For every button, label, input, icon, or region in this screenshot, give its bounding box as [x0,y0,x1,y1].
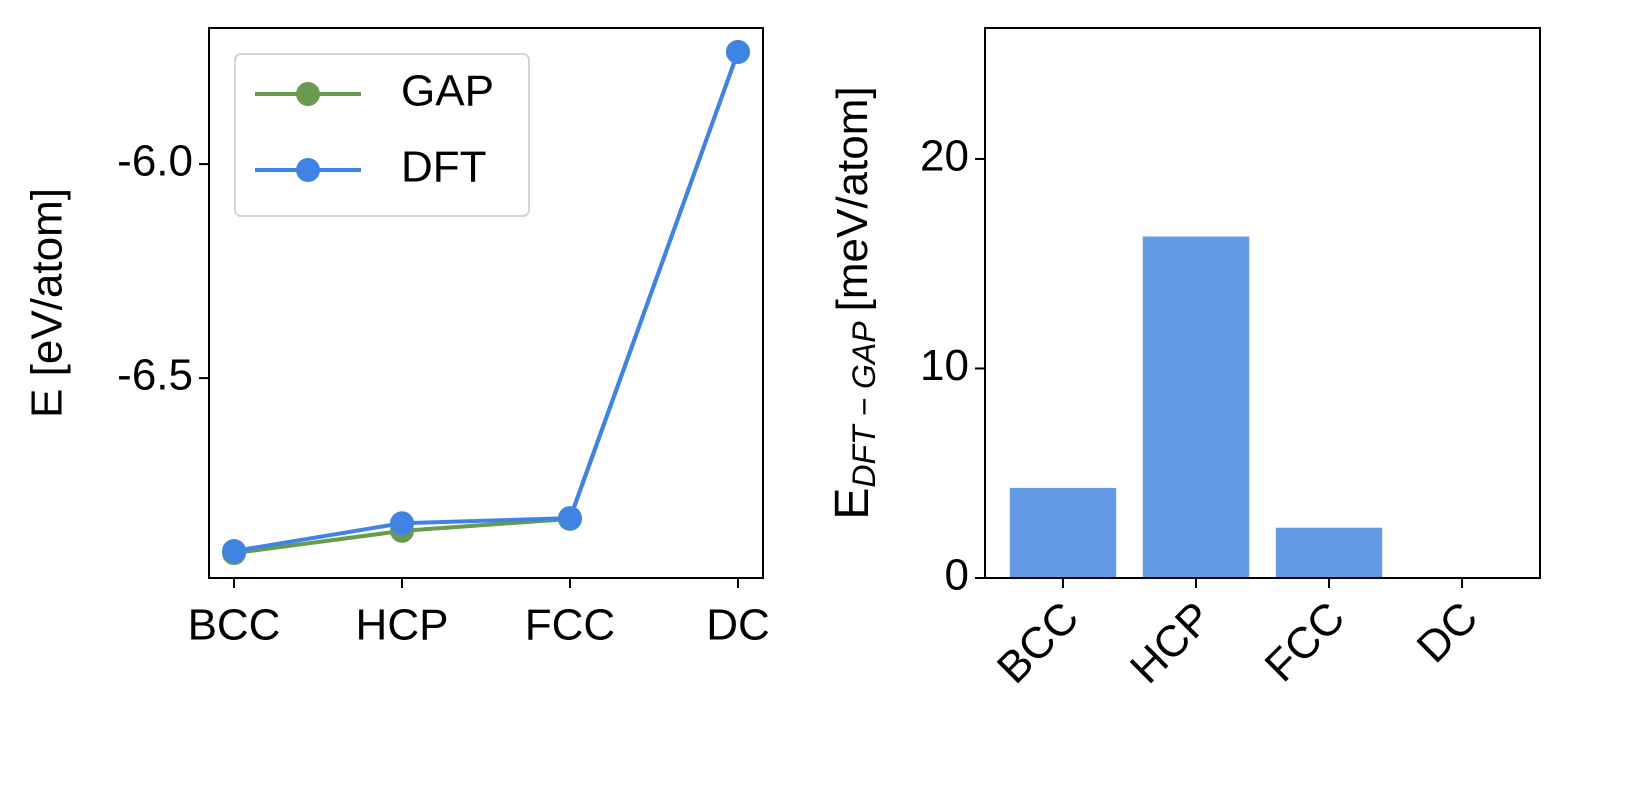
bar [1009,487,1117,578]
x-tick-label: DC [706,601,770,650]
plot-frame [208,27,764,579]
bar [1275,527,1383,578]
point [725,39,750,64]
legend-label: GAP [401,67,494,116]
y-label-unit: [meV/atom] [828,86,877,311]
point [390,511,415,536]
y-label-subscript: DFT − GAP [846,321,882,488]
x-tick-label: FCC [525,601,615,650]
y-label-base: E [826,488,879,520]
legend-marker [296,158,320,182]
y-tick-label: -6.0 [117,137,193,186]
plot-frame [984,27,1541,579]
point [222,539,247,564]
y-tick-label: 10 [920,341,969,390]
point [557,506,582,531]
legend-marker [296,82,320,106]
x-tick-label: BCC [188,601,281,650]
bar [1142,236,1250,578]
y-tick-label: 20 [920,132,969,181]
y-axis-label: EDFT − GAP [meV/atom] [826,86,883,519]
y-tick-label: 0 [945,551,969,600]
series-line [233,51,740,554]
x-tick-label: HCP [356,601,449,650]
y-tick-label: -6.5 [117,351,193,400]
y-axis-label: E [eV/atom] [23,188,72,418]
legend-label: DFT [401,143,487,192]
